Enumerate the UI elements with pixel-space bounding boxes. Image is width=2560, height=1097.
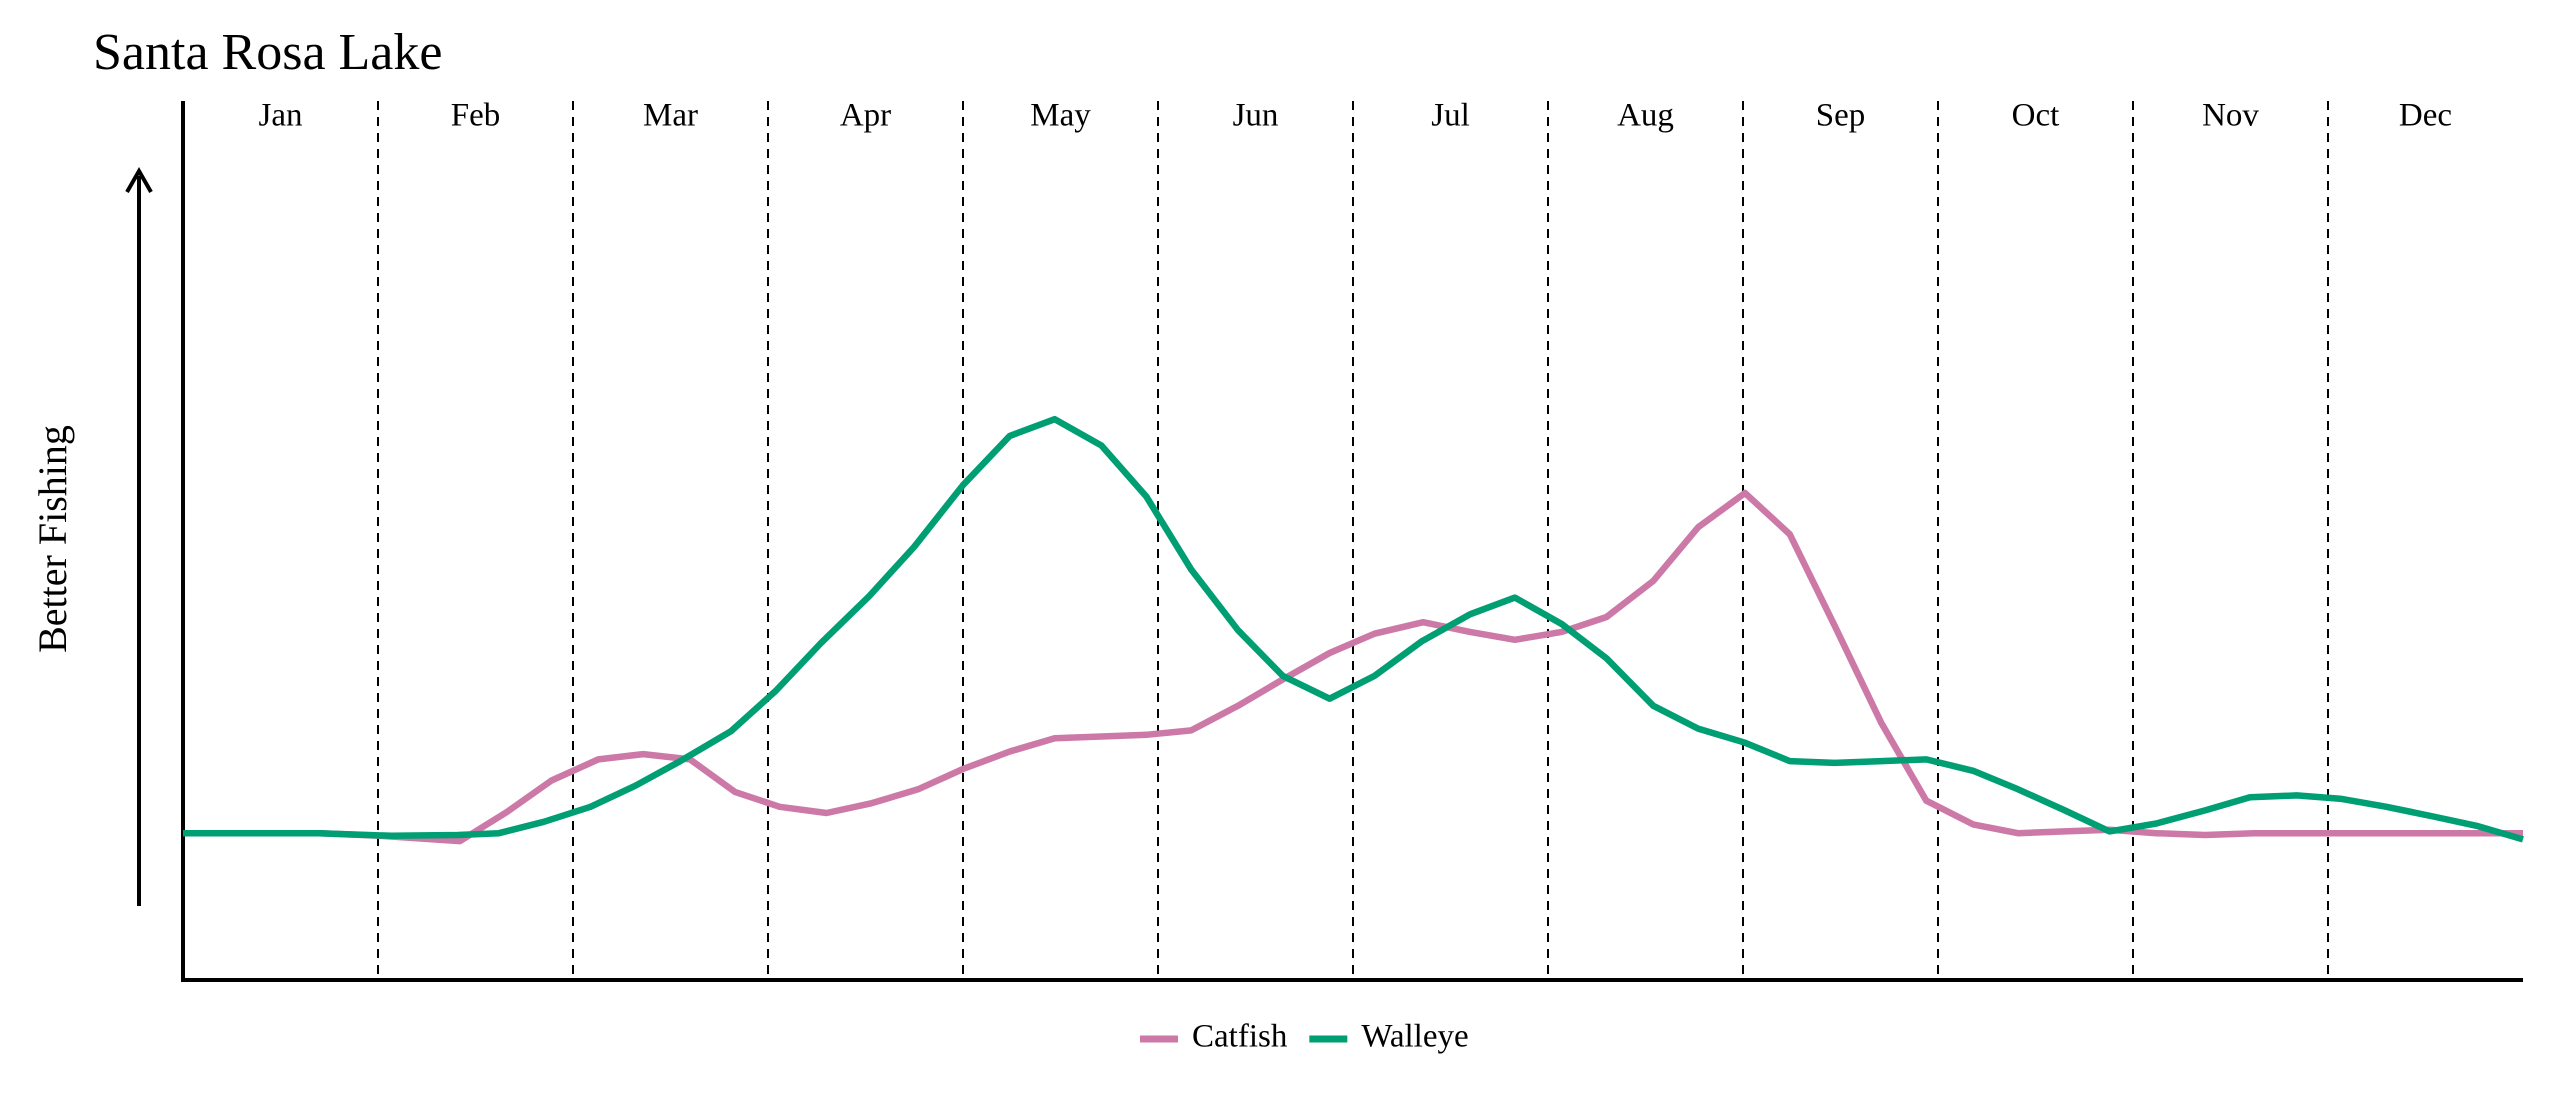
series-line xyxy=(183,415,2524,843)
y-axis-label: Better Fishing xyxy=(30,425,75,653)
legend-label: Walleye xyxy=(1361,1019,1468,1055)
x-tick-label: Dec xyxy=(2399,98,2452,134)
x-tick-label: Jul xyxy=(1431,98,1470,134)
x-tick-label: Sep xyxy=(1816,98,1866,134)
x-tick-label: Oct xyxy=(2012,98,2060,134)
x-tick-label: Nov xyxy=(2202,98,2259,134)
x-tick-label: Mar xyxy=(643,98,698,134)
x-tick-label: Jun xyxy=(1233,98,1279,134)
arrow-head xyxy=(125,166,153,193)
x-tick-label: Apr xyxy=(840,98,891,134)
x-tick-label: May xyxy=(1030,98,1091,134)
x-tick-label: Feb xyxy=(451,98,501,134)
x-tick-label: Jan xyxy=(259,98,303,134)
x-tick-label: Aug xyxy=(1617,98,1674,134)
series-line xyxy=(183,489,2523,845)
chart-title: Santa Rosa Lake xyxy=(93,24,442,81)
legend-label: Catfish xyxy=(1192,1019,1288,1055)
